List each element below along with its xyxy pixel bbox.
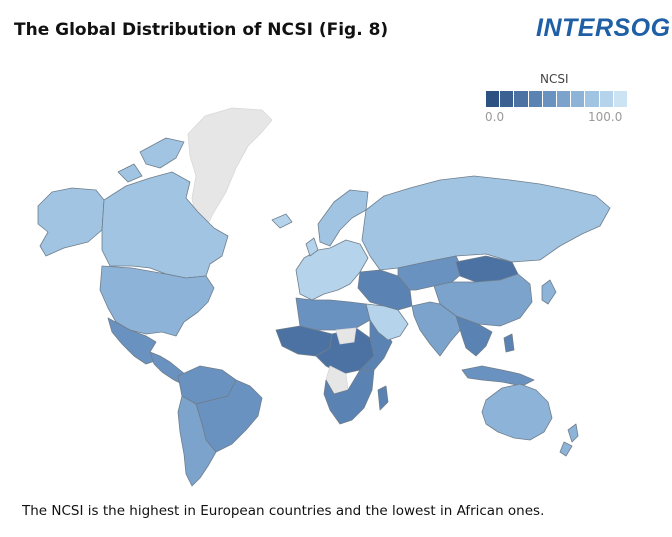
map-region-arabian-peninsula — [365, 303, 409, 341]
map-region-greenland — [187, 107, 273, 229]
map-region-russia — [361, 175, 611, 271]
legend-swatch-8 — [599, 91, 614, 107]
legend-swatch-0 — [486, 91, 501, 107]
legend-color-scale — [485, 90, 628, 108]
map-region-scandinavia — [317, 189, 369, 247]
map-region-middle-east — [357, 269, 413, 311]
map-region-europe — [295, 239, 369, 301]
map-region-australia — [481, 383, 553, 441]
legend-swatch-9 — [613, 91, 628, 107]
legend-swatch-2 — [514, 91, 529, 107]
map-region-canada — [101, 171, 229, 279]
map-region-alaska — [37, 187, 105, 257]
brand-logo: INTERSOG — [536, 14, 671, 42]
map-region-uk-iceland — [271, 213, 319, 257]
map-region-japan — [541, 279, 557, 305]
map-region-central-africa — [315, 327, 375, 375]
page-title: The Global Distribution of NCSI (Fig. 8) — [14, 20, 389, 40]
map-region-africa-no-data-1 — [335, 327, 357, 345]
map-region-united-states — [99, 265, 215, 337]
legend-max-label: 100.0 — [588, 110, 623, 124]
map-region-south-america-south — [177, 395, 217, 487]
map-region-philippines — [503, 333, 515, 353]
world-map — [37, 107, 611, 487]
legend-title: NCSI — [540, 72, 569, 86]
caption: The NCSI is the highest in European coun… — [22, 503, 545, 519]
map-region-southern-africa — [323, 369, 375, 425]
map-region-india — [411, 301, 463, 357]
legend-swatch-5 — [557, 91, 572, 107]
legend-min-label: 0.0 — [485, 110, 505, 124]
legend-swatch-4 — [542, 91, 558, 107]
legend-swatch-3 — [528, 91, 543, 107]
legend-swatch-1 — [500, 91, 515, 107]
map-region-indonesia — [461, 365, 535, 387]
map-region-canada-islands — [117, 137, 185, 183]
map-region-southeast-asia — [455, 315, 493, 357]
map-region-new-zealand — [559, 423, 579, 457]
legend-swatch-6 — [571, 91, 586, 107]
map-region-madagascar — [377, 385, 389, 411]
legend-swatch-7 — [585, 91, 600, 107]
map-region-north-africa — [295, 297, 371, 331]
